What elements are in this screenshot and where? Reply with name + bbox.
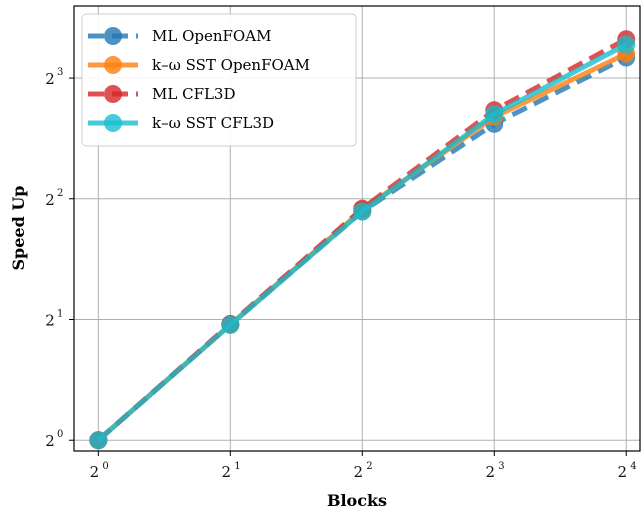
legend-marker xyxy=(104,27,122,45)
x-tick-label: 2 xyxy=(222,463,232,481)
legend-label: ML CFL3D xyxy=(152,85,236,103)
legend-marker xyxy=(104,56,122,74)
x-tick-exponent: 1 xyxy=(234,461,240,472)
y-tick-label: 2 xyxy=(45,191,55,209)
y-tick-exponent: 1 xyxy=(57,309,63,320)
y-tick-exponent: 0 xyxy=(57,429,63,440)
legend-label: ML OpenFOAM xyxy=(152,27,271,45)
x-tick-exponent: 0 xyxy=(102,461,108,472)
x-tick-label: 2 xyxy=(354,463,364,481)
data-point xyxy=(89,431,108,450)
x-tick-exponent: 4 xyxy=(630,461,636,472)
x-axis-label: Blocks xyxy=(327,491,387,510)
data-point xyxy=(353,202,372,221)
legend-marker xyxy=(104,114,122,132)
data-point xyxy=(617,35,636,54)
y-tick-exponent: 3 xyxy=(57,67,63,78)
data-point xyxy=(221,315,240,334)
x-tick-exponent: 3 xyxy=(498,461,504,472)
y-axis-label: Speed Up xyxy=(9,186,28,271)
data-point xyxy=(485,105,504,124)
legend-box xyxy=(81,13,357,147)
legend-marker xyxy=(104,85,122,103)
y-tick-label: 2 xyxy=(45,432,55,450)
y-tick-exponent: 2 xyxy=(57,188,63,199)
x-tick-label: 2 xyxy=(617,463,627,481)
x-tick-exponent: 2 xyxy=(366,461,372,472)
y-tick-label: 2 xyxy=(45,312,55,330)
y-tick-label: 2 xyxy=(45,70,55,88)
x-tick-label: 2 xyxy=(485,463,495,481)
series-layer xyxy=(89,30,636,450)
legend-label: k–ω SST CFL3D xyxy=(152,114,274,132)
tick-labels: 2 0 2 1 2 2 2 3 2 42 02 12 22 3 xyxy=(45,67,636,481)
legend: ML OpenFOAM k–ω SST OpenFOAM ML CFL3D k–ω S… xyxy=(81,13,357,147)
x-tick-label: 2 xyxy=(90,463,100,481)
plot-frame xyxy=(73,5,641,452)
legend-label: k–ω SST OpenFOAM xyxy=(152,56,310,74)
